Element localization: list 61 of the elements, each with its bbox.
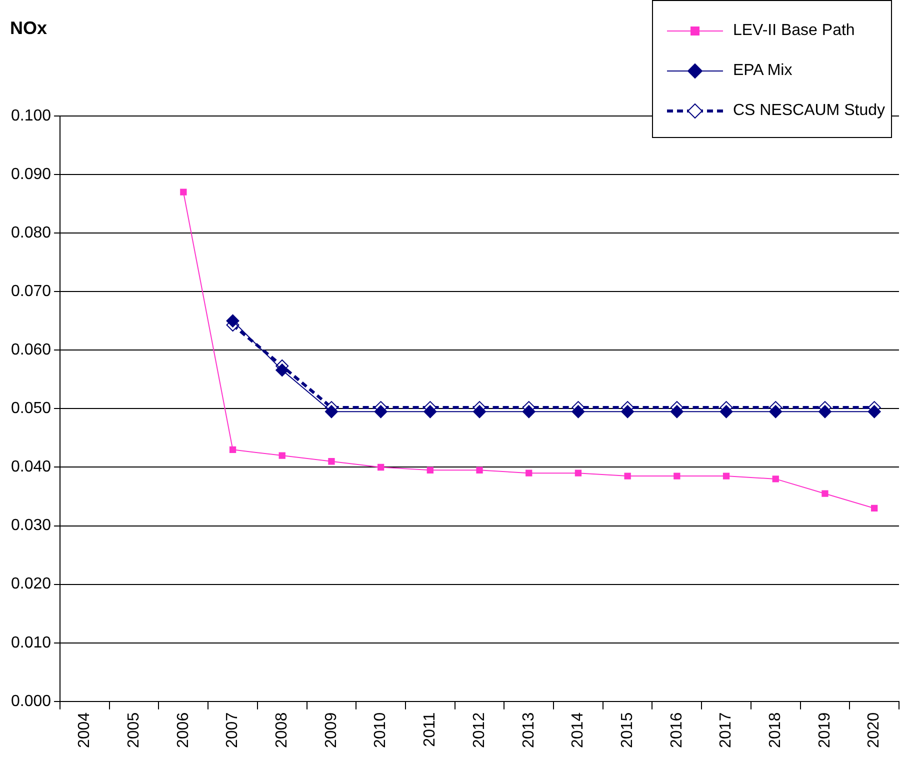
point — [868, 405, 881, 418]
y-tick-label: 0.070 — [10, 283, 52, 300]
point — [621, 405, 634, 418]
x-tick-label: 2019 — [816, 712, 834, 748]
y-tick-label: 0.050 — [10, 400, 52, 418]
point — [324, 405, 338, 418]
point — [278, 452, 286, 459]
point — [574, 470, 582, 476]
y-tick-label: 0.090 — [10, 166, 52, 183]
x-tick-label: 2014 — [570, 712, 587, 748]
x-tick-label: 2004 — [76, 712, 94, 748]
point — [822, 490, 828, 497]
point — [276, 364, 289, 377]
point — [476, 466, 483, 474]
point — [722, 472, 730, 480]
point — [624, 472, 631, 480]
y-tick-label: 0.060 — [10, 342, 52, 359]
point — [377, 464, 384, 471]
x-tick-label: 2018 — [767, 712, 784, 748]
point — [229, 446, 236, 454]
x-tick-label: 2020 — [866, 712, 883, 748]
y-tick-label: 0.020 — [10, 576, 52, 593]
legend-label: EPA Mix — [732, 62, 792, 80]
point — [426, 466, 434, 474]
point — [424, 405, 437, 418]
point — [226, 314, 240, 328]
point — [772, 476, 779, 482]
x-tick-label: 2005 — [125, 712, 142, 748]
point — [674, 472, 680, 480]
point — [870, 504, 878, 512]
point — [328, 458, 335, 465]
y-tick-label: 0.010 — [10, 634, 52, 652]
y-axis-title: NOx — [10, 18, 48, 38]
x-tick-label: 2012 — [470, 712, 488, 748]
point — [670, 405, 684, 418]
x-tick-label: 2008 — [274, 712, 291, 748]
y-tick-label: 0.100 — [10, 107, 52, 124]
x-tick-label: 2016 — [668, 712, 686, 748]
point — [526, 470, 532, 476]
y-tick-label: 0.080 — [10, 224, 52, 242]
y-tick-label: 0.040 — [10, 458, 52, 476]
legend-label: CS NESCAUM Study — [732, 102, 885, 120]
x-tick-label: 2011 — [422, 712, 439, 747]
x-tick-label: 2006 — [174, 712, 192, 748]
point — [818, 405, 832, 418]
x-tick-label: 2017 — [718, 712, 735, 748]
point — [473, 405, 486, 418]
point — [720, 405, 733, 418]
point — [374, 405, 388, 418]
legend-label: LEV-II Base Path — [732, 22, 855, 40]
point — [180, 188, 187, 196]
x-tick-label: 2009 — [322, 712, 340, 748]
x-tick-label: 2015 — [618, 712, 636, 748]
point — [769, 405, 782, 418]
y-tick-label: 0.030 — [10, 517, 52, 534]
x-tick-label: 2013 — [520, 712, 538, 748]
point — [572, 405, 585, 418]
x-tick-label: 2010 — [372, 712, 390, 748]
point — [522, 405, 536, 418]
y-tick-label: 0.000 — [10, 692, 52, 710]
x-tick-label: 2007 — [224, 712, 242, 748]
